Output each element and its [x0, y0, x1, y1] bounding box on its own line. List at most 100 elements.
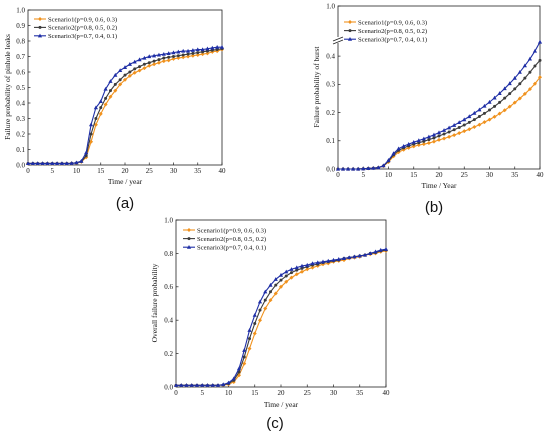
data-point-2	[274, 283, 278, 287]
data-point-1	[137, 68, 142, 73]
data-point-1	[462, 129, 467, 134]
data-point-1	[123, 77, 127, 82]
data-point-1	[507, 104, 512, 109]
panel-label: (a)	[116, 195, 134, 212]
data-point-1	[190, 53, 195, 58]
data-point-2	[152, 59, 156, 63]
data-point-2	[457, 126, 461, 130]
data-point-3	[173, 383, 179, 387]
data-point-3	[411, 139, 416, 144]
data-point-1	[171, 56, 176, 61]
series-line-1	[338, 76, 541, 170]
data-point-3	[84, 150, 89, 155]
data-point-2	[186, 52, 190, 56]
data-point-2	[523, 76, 527, 80]
data-point-3	[161, 51, 166, 56]
data-point-1	[431, 139, 436, 144]
data-point-3	[64, 161, 69, 166]
data-point-3	[401, 143, 406, 148]
data-point-2	[284, 274, 288, 278]
axis-break-mark	[332, 36, 344, 45]
data-point-1	[186, 54, 191, 59]
data-point-3	[452, 123, 457, 127]
data-point-1	[113, 88, 118, 93]
legend-label-1: Scenario1(p=0.9, 0.6, 0.3)	[358, 19, 427, 26]
y-axis-label: Failure probability of pinhole leaks	[3, 34, 12, 140]
data-point-3	[103, 86, 108, 91]
data-point-3	[268, 282, 273, 287]
legend-marker-2	[38, 25, 42, 29]
data-point-3	[194, 383, 200, 387]
data-point-2	[513, 87, 517, 91]
data-point-1	[512, 100, 517, 105]
data-point-1	[517, 96, 522, 101]
data-point-2	[142, 62, 146, 66]
data-point-3	[522, 63, 527, 68]
series-line-3	[28, 46, 222, 164]
data-point-2	[108, 89, 112, 93]
data-point-3	[310, 261, 315, 266]
data-point-2	[452, 128, 456, 132]
data-point-2	[248, 337, 251, 341]
data-point-2	[104, 96, 108, 100]
data-point-1	[118, 82, 123, 87]
data-point-1	[527, 87, 532, 92]
data-point-3	[416, 138, 421, 143]
legend-marker-3	[186, 245, 192, 249]
panel-label: (c)	[266, 415, 284, 432]
y-tick-label: 0.1	[16, 146, 25, 154]
data-point-2	[99, 106, 103, 110]
data-point-2	[128, 70, 132, 74]
data-point-2	[118, 78, 122, 82]
data-point-1	[426, 141, 431, 146]
series-line-2	[338, 59, 541, 170]
data-point-1	[502, 108, 507, 113]
data-point-2	[437, 134, 441, 138]
data-point-1	[279, 284, 283, 289]
data-point-2	[432, 136, 436, 140]
data-point-1	[452, 133, 457, 138]
data-point-2	[472, 118, 476, 122]
data-point-3	[517, 69, 522, 74]
data-point-2	[518, 82, 522, 86]
legend-label-3: Scenario3(p=0.7, 0.4, 0.1)	[197, 245, 266, 252]
x-tick-label: 20	[436, 171, 444, 179]
x-tick-label: 20	[278, 389, 286, 397]
data-point-2	[290, 271, 293, 275]
data-point-3	[210, 383, 215, 387]
data-point-1	[522, 91, 527, 96]
legend-marker-1	[187, 228, 191, 232]
data-point-1	[108, 94, 113, 99]
data-point-1	[497, 111, 502, 116]
legend-marker-2	[187, 237, 191, 241]
data-point-2	[447, 130, 451, 134]
data-point-1	[457, 131, 462, 136]
data-point-3	[492, 95, 497, 100]
y-tick-label: 0.0	[164, 383, 173, 391]
data-point-1	[300, 269, 304, 274]
data-point-3	[30, 161, 35, 166]
data-point-1	[492, 114, 497, 119]
data-point-1	[482, 120, 487, 125]
data-point-1	[487, 117, 492, 122]
data-point-1	[310, 265, 315, 270]
data-point-3	[299, 263, 305, 268]
data-point-3	[391, 151, 396, 156]
data-point-1	[447, 134, 452, 139]
data-point-2	[503, 96, 507, 100]
data-point-1	[252, 331, 257, 336]
x-tick-label: 10	[73, 167, 81, 175]
data-point-3	[35, 161, 40, 166]
x-tick-label: 30	[486, 171, 494, 179]
data-point-2	[123, 73, 127, 77]
data-point-2	[422, 139, 426, 143]
legend-label-2: Scenario2(p=0.8, 0.5, 0.2)	[358, 28, 427, 35]
data-point-2	[147, 61, 151, 65]
data-point-2	[538, 58, 542, 62]
data-point-3	[447, 125, 452, 130]
data-point-1	[161, 59, 166, 64]
legend-marker-3	[347, 37, 353, 41]
y-tick-label: 0.8	[164, 250, 173, 258]
data-point-3	[305, 262, 310, 267]
x-tick-label: 35	[511, 171, 519, 179]
